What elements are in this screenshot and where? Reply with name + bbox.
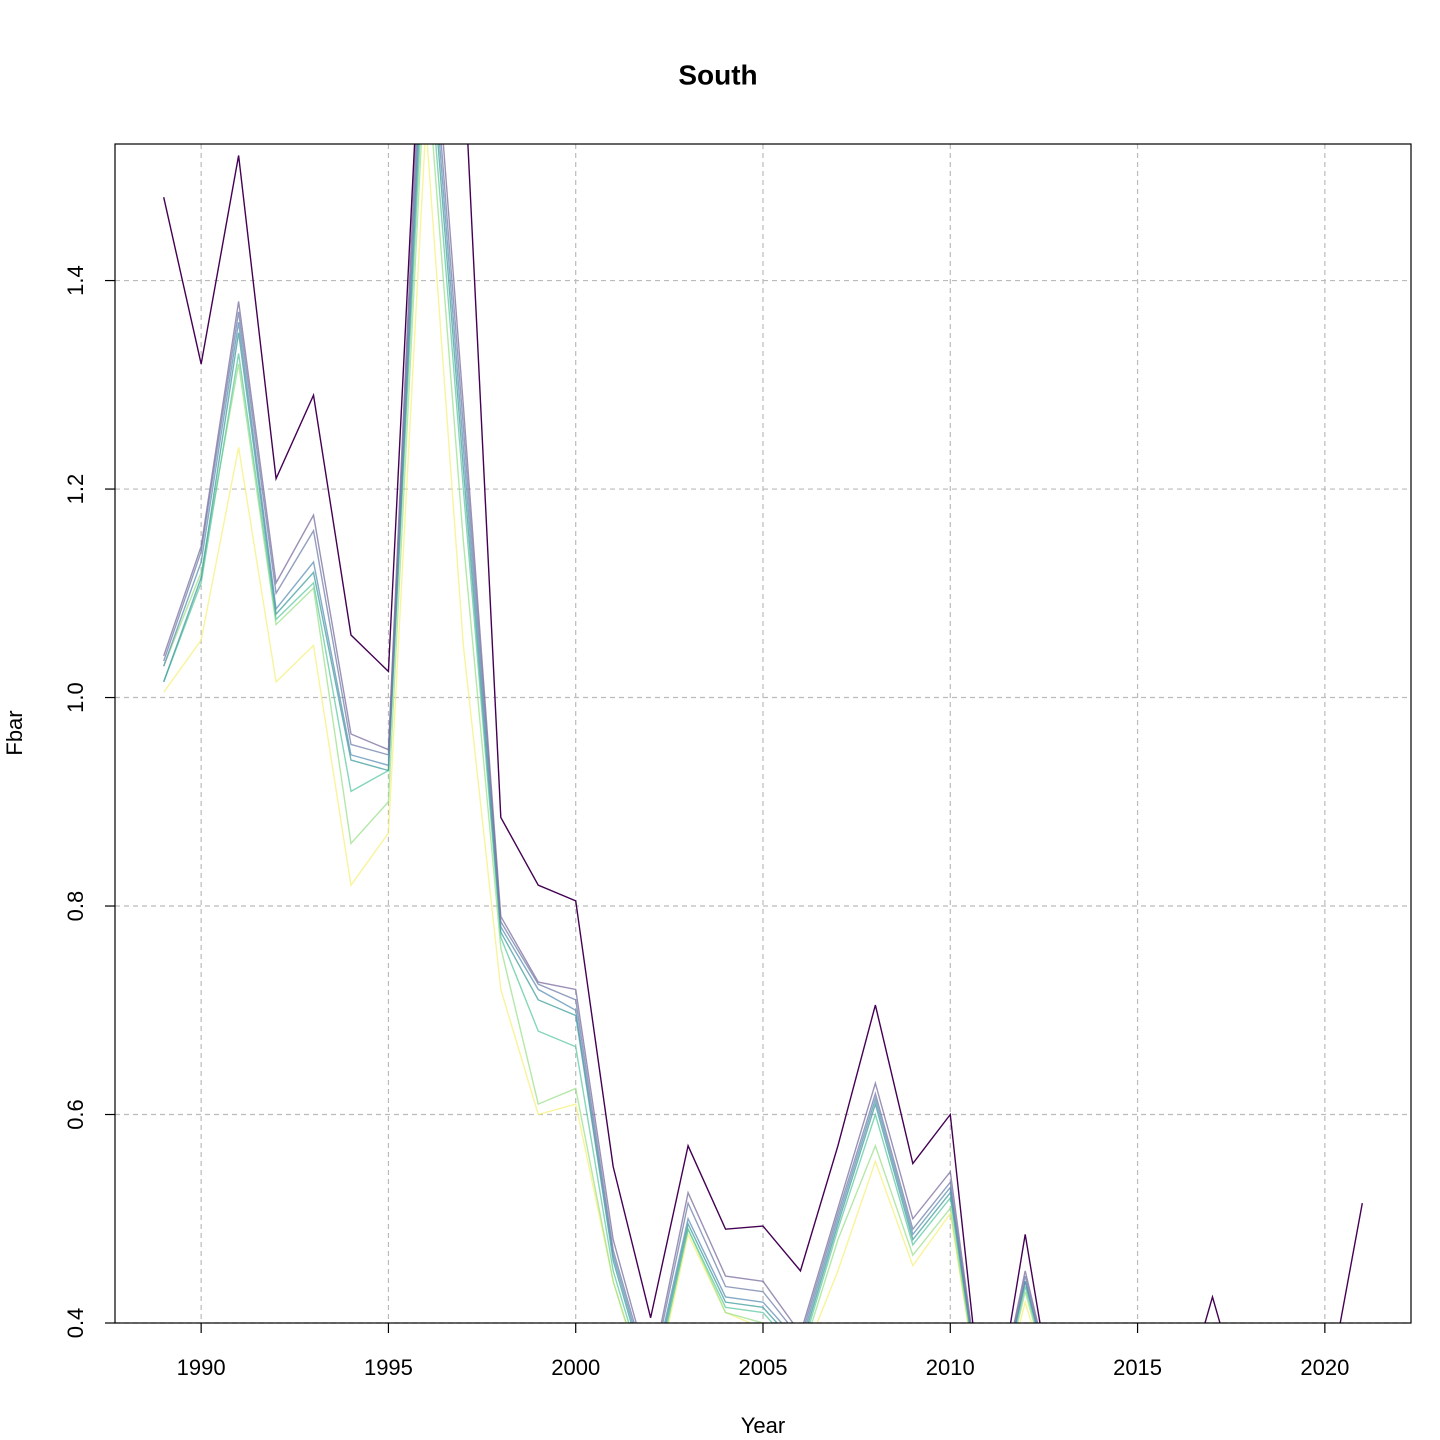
lines <box>163 144 1363 1323</box>
x-tick-label: 2005 <box>739 1355 788 1380</box>
x-tick-label: 2020 <box>1300 1355 1349 1380</box>
chart-title: South <box>678 59 757 90</box>
x-axis-label: Year <box>741 1413 785 1438</box>
series-line <box>163 144 1038 1323</box>
x-tick-label: 1990 <box>177 1355 226 1380</box>
y-tick-label: 0.4 <box>63 1308 88 1339</box>
y-tick-label: 1.4 <box>63 265 88 296</box>
series-line <box>163 144 1363 1323</box>
series-line <box>163 144 1037 1323</box>
series-line <box>163 144 1036 1323</box>
y-tick-label: 0.6 <box>63 1099 88 1130</box>
x-tick-label: 1995 <box>364 1355 413 1380</box>
series-line <box>163 144 1035 1323</box>
x-tick-label: 2015 <box>1113 1355 1162 1380</box>
series-line <box>163 144 1033 1323</box>
y-tick-label: 1.2 <box>63 474 88 505</box>
y-tick-label: 1.0 <box>63 682 88 713</box>
y-axis-label: Fbar <box>2 710 27 755</box>
x-tick-label: 2010 <box>926 1355 975 1380</box>
series-line <box>163 144 1037 1323</box>
y-tick-label: 0.8 <box>63 891 88 922</box>
x-tick-label: 2000 <box>551 1355 600 1380</box>
grid <box>115 144 1411 1324</box>
axes: 1990 1995 2000 2005 2010 2015 2020 0.4 0.6 0.8 1.0… <box>63 265 1350 1380</box>
series-line <box>163 144 1039 1323</box>
